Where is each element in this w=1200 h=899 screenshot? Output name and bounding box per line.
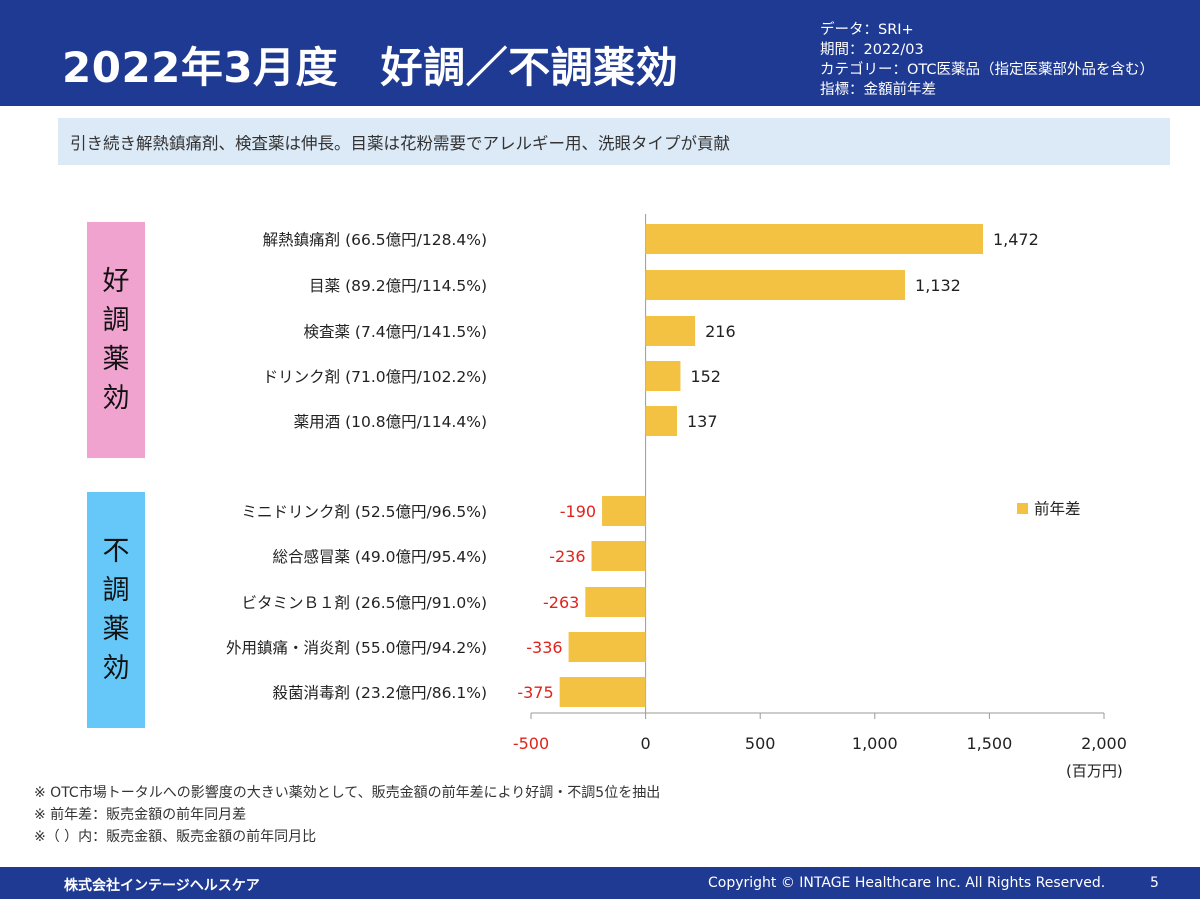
category-label: ミニドリンク剤 (52.5億円/96.5%) xyxy=(242,503,488,521)
bar xyxy=(645,361,681,391)
page-number: 5 xyxy=(1150,875,1159,891)
data-label: -236 xyxy=(549,547,585,566)
data-label: -190 xyxy=(560,502,596,521)
group-bad-char: 調 xyxy=(102,575,130,606)
data-label: -263 xyxy=(543,593,579,612)
category-label: ドリンク剤 (71.0億円/102.2%) xyxy=(263,368,487,386)
data-label: 137 xyxy=(687,412,718,431)
legend-label: 前年差 xyxy=(1034,500,1081,518)
data-label: -375 xyxy=(517,683,553,702)
group-bad-label: 不 調 薬 効 xyxy=(87,492,145,728)
bar xyxy=(602,496,646,526)
data-label: 216 xyxy=(705,322,736,341)
chart-legend: 前年差 xyxy=(1017,497,1081,519)
company-name: 株式会社インテージヘルスケア xyxy=(64,878,260,894)
header-bar: 2022年3月度 好調／不調薬効 データ：SRI+ 期間：2022/03 カテゴ… xyxy=(0,0,1200,106)
category-label: 殺菌消毒剤 (23.2億円/86.1%) xyxy=(273,684,488,702)
category-label: 解熱鎮痛剤 (66.5億円/128.4%) xyxy=(263,231,487,249)
category-label: 総合感冒薬 (49.0億円/95.4%) xyxy=(273,548,488,566)
data-label: -336 xyxy=(526,638,562,657)
summary-banner: 引き続き解熱鎮痛剤、検査薬は伸長。目薬は花粉需要でアレルギー用、洗眼タイプが貢献 xyxy=(58,118,1170,165)
legend-swatch xyxy=(1017,502,1028,514)
category-label: ビタミンＢ１剤 (26.5億円/91.0%) xyxy=(242,594,488,612)
data-label: 1,132 xyxy=(915,276,961,295)
group-bad-char: 薬 xyxy=(102,614,130,645)
x-axis-unit: (百万円) xyxy=(1066,762,1123,780)
meta-category: カテゴリー：OTC医薬品（指定医薬部外品を含む） xyxy=(820,62,1155,78)
group-good-char: 薬 xyxy=(102,344,130,375)
meta-source: データ：SRI+ xyxy=(820,22,914,38)
bar xyxy=(585,587,646,617)
x-tick-label: 0 xyxy=(641,734,651,753)
data-meta: データ：SRI+ 期間：2022/03 カテゴリー：OTC医薬品（指定医薬部外品… xyxy=(820,20,1154,100)
group-bad-char: 効 xyxy=(102,653,130,684)
bar xyxy=(645,316,696,346)
x-tick-label: 2,000 xyxy=(1081,734,1127,753)
group-good-label: 好 調 薬 効 xyxy=(87,222,145,458)
group-good-char: 好 xyxy=(102,266,130,297)
bar xyxy=(645,224,983,254)
footnotes: ※ OTC市場トータルへの影響度の大きい薬効として、販売金額の前年差により好調・… xyxy=(34,782,660,848)
bar xyxy=(591,541,646,571)
bar xyxy=(568,632,646,662)
group-good-char: 効 xyxy=(102,383,130,414)
footnote: ※（ ）内：販売金額、販売金額の前年同月比 xyxy=(34,829,317,845)
meta-period: 期間：2022/03 xyxy=(820,42,924,58)
bar xyxy=(559,677,646,707)
bar xyxy=(645,406,678,436)
x-tick-label: 500 xyxy=(745,734,776,753)
footnote: ※ OTC市場トータルへの影響度の大きい薬効として、販売金額の前年差により好調・… xyxy=(34,785,661,801)
meta-indicator: 指標：金額前年差 xyxy=(820,82,936,98)
bar xyxy=(645,270,906,300)
data-label: 1,472 xyxy=(993,230,1039,249)
data-label: 152 xyxy=(690,367,721,386)
category-label: 薬用酒 (10.8億円/114.4%) xyxy=(294,413,487,431)
category-label: 外用鎮痛・消炎剤 (55.0億円/94.2%) xyxy=(226,639,487,657)
footnote: ※ 前年差：販売金額の前年同月差 xyxy=(34,807,247,823)
category-label: 目薬 (89.2億円/114.5%) xyxy=(309,277,487,295)
footer-bar: 株式会社インテージヘルスケア Copyright © INTAGE Health… xyxy=(0,867,1200,899)
x-tick-label: 1,000 xyxy=(852,734,898,753)
group-good-char: 調 xyxy=(102,305,130,336)
x-tick-label: -500 xyxy=(513,734,549,753)
category-label: 検査薬 (7.4億円/141.5%) xyxy=(304,323,488,341)
page-title: 2022年3月度 好調／不調薬効 xyxy=(62,43,679,92)
group-bad-char: 不 xyxy=(102,536,130,567)
x-tick-label: 1,500 xyxy=(966,734,1012,753)
copyright-text: Copyright © INTAGE Healthcare Inc. All R… xyxy=(708,875,1106,891)
